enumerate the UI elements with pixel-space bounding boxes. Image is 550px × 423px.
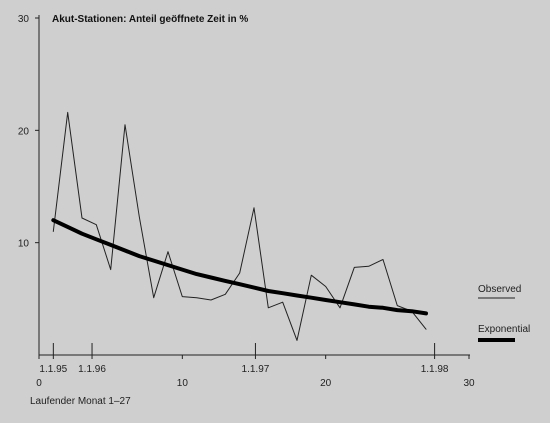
x-tick-label: 0	[36, 378, 42, 389]
date-marker-label: 1.1.97	[242, 364, 270, 375]
y-tick-label: 30	[18, 14, 30, 25]
date-marker-label: 1.1.98	[421, 364, 449, 375]
series-line-observed	[52, 111, 427, 341]
series-line-exponential	[51, 218, 428, 316]
x-tick-label: 10	[177, 378, 189, 389]
x-axis-label: Laufender Monat 1–27	[30, 396, 131, 407]
y-ticks: 10 20 30	[18, 14, 39, 250]
series-layer	[51, 111, 428, 341]
y-tick-label: 10	[18, 239, 30, 250]
legend-label-exponential: Exponential	[478, 324, 530, 335]
legend: Observed Exponential	[478, 284, 530, 342]
chart-title: Akut-Stationen: Anteil geöffnete Zeit in…	[52, 14, 248, 25]
x-tick-label: 30	[463, 378, 475, 389]
date-markers: 1.1.95 1.1.96 1.1.97 1.1.98	[39, 343, 449, 375]
date-marker-label: 1.1.96	[78, 364, 106, 375]
legend-label-observed: Observed	[478, 284, 521, 295]
date-marker-label: 1.1.95	[39, 364, 67, 375]
x-tick-label: 20	[320, 378, 332, 389]
x-ticks: 0 10 20 30	[36, 355, 475, 389]
y-tick-label: 20	[18, 126, 30, 137]
